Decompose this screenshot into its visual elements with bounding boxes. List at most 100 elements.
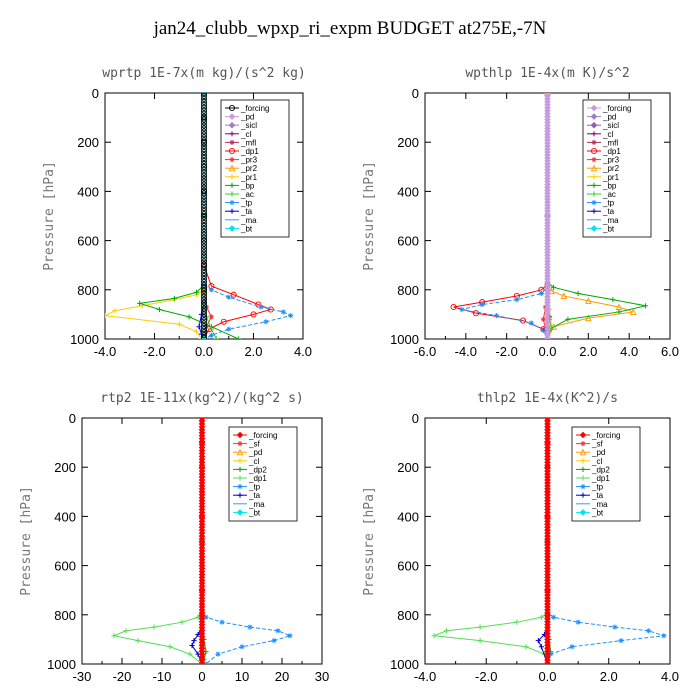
legend-label: _sicl — [602, 121, 619, 130]
data-point — [200, 143, 208, 150]
legend-item: _ta — [233, 491, 261, 500]
data-point — [612, 624, 618, 630]
data-point — [200, 125, 208, 132]
y-tick-label: 800 — [77, 283, 99, 298]
series-line — [203, 93, 273, 339]
legend-label: _dp2 — [591, 465, 610, 474]
legend-item: _sicl — [225, 121, 257, 130]
data-point — [200, 113, 208, 120]
data-point — [535, 638, 541, 644]
legend-item: _cl — [576, 457, 602, 466]
data-point — [200, 178, 208, 185]
legend-label: _forcing — [240, 104, 269, 113]
legend-label: _cl — [602, 130, 613, 139]
data-point — [208, 314, 215, 320]
panel-title: wpthlp 1E-4x(m K)/s^2 — [465, 66, 629, 81]
data-point — [200, 272, 208, 280]
x-tick-label: 0.0 — [538, 669, 556, 684]
data-point — [200, 311, 208, 318]
legend-marker — [229, 157, 235, 163]
legend-marker — [591, 131, 597, 137]
data-point — [200, 107, 208, 114]
data-point — [200, 243, 208, 250]
x-tick-label: -4.0 — [414, 669, 436, 684]
data-point — [247, 624, 253, 630]
data-point — [200, 110, 208, 117]
legend-label: _cl — [248, 457, 259, 466]
y-tick-label: 0 — [92, 86, 99, 101]
data-point — [200, 151, 208, 159]
data-point — [200, 290, 208, 297]
x-tick-label: 0.0 — [195, 344, 213, 359]
data-point — [111, 633, 117, 639]
legend-marker — [229, 131, 235, 137]
data-point — [213, 336, 219, 339]
data-point — [459, 306, 465, 313]
legend-marker — [580, 466, 586, 472]
legend-label: _cl — [591, 457, 602, 466]
y-tick-label: 200 — [397, 460, 419, 475]
data-point — [575, 290, 581, 297]
data-point — [200, 287, 208, 294]
data-point — [200, 314, 208, 321]
y-tick-label: 1000 — [47, 657, 76, 672]
legend-item: _cl — [225, 130, 251, 139]
legend-label: _mfl — [240, 138, 256, 147]
data-point — [200, 237, 208, 244]
data-point — [200, 199, 208, 206]
legend-item: _dp1 — [225, 147, 259, 156]
data-point — [200, 302, 208, 309]
data-point — [200, 205, 208, 212]
legend-marker — [591, 174, 597, 180]
data-point — [479, 301, 485, 308]
data-point — [200, 184, 208, 191]
legend-marker — [590, 147, 598, 155]
legend-item: _bt — [225, 224, 253, 233]
legend-label: _sf — [591, 440, 603, 449]
legend-item: _cl — [587, 130, 613, 139]
data-point — [200, 163, 208, 170]
data-point — [167, 644, 173, 650]
x-tick-label: 20 — [275, 669, 289, 684]
data-point — [200, 175, 208, 182]
legend-marker — [228, 164, 236, 172]
data-point — [200, 284, 208, 291]
data-point — [230, 291, 237, 298]
data-point — [200, 166, 208, 173]
legend-item: _sf — [233, 440, 260, 449]
data-point — [642, 303, 649, 309]
data-point — [196, 324, 202, 330]
legend-marker — [590, 225, 598, 232]
data-point — [544, 334, 551, 339]
legend-marker — [591, 200, 597, 206]
legend-marker — [590, 104, 598, 112]
legend-marker — [236, 509, 244, 516]
plot-area — [111, 418, 293, 664]
data-point — [200, 116, 208, 123]
data-point — [565, 316, 571, 322]
legend-item: _dp1 — [576, 474, 610, 483]
data-point — [200, 202, 208, 209]
legend-item: _tp — [225, 199, 253, 208]
legend-marker — [591, 139, 597, 145]
legend-label: _pd — [602, 113, 616, 122]
legend-label: _ma — [240, 216, 257, 225]
legend-label: _sicl — [240, 121, 257, 130]
data-point — [542, 304, 549, 310]
legend-marker — [580, 484, 586, 490]
data-point — [135, 638, 141, 644]
data-point — [263, 319, 269, 325]
legend-item: _ta — [576, 491, 604, 500]
x-tick-label: 10 — [235, 669, 249, 684]
series-line — [453, 93, 548, 339]
legend-label: _forcing — [602, 104, 631, 113]
data-point — [528, 320, 534, 326]
data-point — [200, 258, 208, 265]
legend-marker — [580, 441, 586, 447]
data-point — [200, 255, 208, 262]
x-tick-label: 6.0 — [661, 344, 679, 359]
data-point — [208, 287, 215, 293]
